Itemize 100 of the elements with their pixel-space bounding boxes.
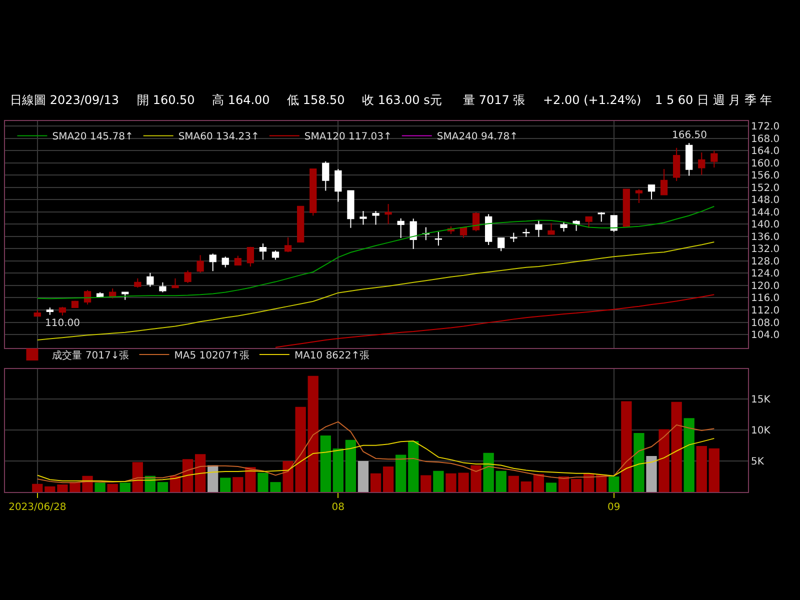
bar — [358, 460, 369, 492]
candlestick — [472, 212, 480, 232]
line-series — [275, 294, 715, 348]
candlestick — [159, 282, 166, 293]
candlestick — [222, 256, 229, 268]
text: 1 5 60 日 週 月 季 年 — [655, 93, 772, 107]
candlestick — [259, 242, 267, 260]
candlestick — [34, 310, 41, 317]
bar — [696, 446, 707, 492]
bar — [608, 476, 620, 492]
text: 高 164.00 — [212, 93, 270, 107]
y-tick-label: 120.0 — [751, 280, 780, 292]
legend-label: MA10 8622↑張 — [294, 350, 370, 362]
y-tick-label: 136.0 — [751, 232, 780, 243]
bar — [282, 460, 294, 492]
y-tick-label: 148.0 — [751, 195, 780, 206]
candlestick — [510, 232, 518, 242]
candlestick — [196, 254, 204, 274]
candlestick — [535, 220, 542, 238]
bar — [584, 473, 594, 492]
candlestick — [610, 215, 618, 232]
bar — [396, 454, 406, 492]
candlestick — [246, 246, 254, 267]
bar — [44, 486, 56, 492]
text: +2.00 (+1.24%) — [543, 93, 642, 107]
candlestick — [522, 228, 530, 238]
bar — [120, 482, 130, 492]
bar — [558, 476, 570, 492]
candlestick — [548, 222, 555, 235]
candlestick — [172, 278, 179, 288]
candlestick — [460, 227, 468, 238]
candlestick — [272, 250, 280, 260]
line-series — [36, 206, 715, 300]
y-tick-label: 160.0 — [751, 158, 780, 170]
y-tick-label: 104.0 — [751, 330, 780, 342]
y-tick-label: 172.0 — [751, 122, 780, 133]
bar — [634, 432, 644, 492]
bar — [320, 435, 331, 492]
candlestick — [698, 152, 706, 176]
y-tick-label: 140.0 — [751, 220, 780, 231]
y-tick-label: 168.0 — [751, 134, 780, 145]
y-tick-label: 164.0 — [751, 146, 780, 158]
candlestick — [710, 150, 718, 168]
bar — [295, 406, 306, 492]
y-tick-label: 112.0 — [751, 306, 780, 316]
candlestick — [134, 278, 142, 288]
candlestick — [310, 168, 317, 216]
candlestick — [572, 220, 580, 232]
candlestick — [622, 188, 630, 227]
candlestick — [648, 184, 656, 200]
y-tick-label: 108.0 — [751, 318, 780, 329]
y-tick-label: 128.0 — [751, 256, 780, 268]
legend-label: SMA60 134.23↑ — [178, 132, 260, 143]
legend-label: SMA120 117.03↑ — [304, 132, 392, 143]
text: 日線圖 2023/09/13 — [10, 93, 119, 107]
bar — [370, 473, 382, 492]
candlestick — [297, 206, 304, 242]
candlestick — [184, 270, 192, 284]
y-tick-label: 156.0 — [751, 170, 780, 182]
candlestick — [334, 168, 342, 202]
y-tick-label: 5K — [751, 456, 764, 468]
bar — [533, 474, 544, 492]
candlestick — [209, 253, 216, 272]
annotation: 166.50 — [672, 130, 707, 141]
bar — [194, 454, 206, 492]
bar — [496, 470, 506, 492]
candlestick — [234, 255, 242, 266]
text: 量 7017 張 — [463, 93, 526, 107]
bar — [684, 418, 694, 492]
bar — [433, 470, 444, 492]
y-tick-label: 132.0 — [751, 244, 780, 256]
bar — [520, 481, 532, 492]
bar — [508, 476, 519, 492]
candlestick — [360, 210, 367, 226]
candlestick — [146, 272, 154, 288]
annotation: 110.00 — [45, 318, 80, 329]
legend-label: SMA20 145.78↑ — [52, 132, 134, 143]
y-tick-label: 152.0 — [751, 182, 780, 194]
bar — [546, 482, 557, 492]
candlestick — [71, 300, 79, 308]
bar — [708, 448, 720, 492]
candlestick — [109, 288, 116, 299]
y-tick-label: 10K — [751, 425, 771, 436]
x-tick-label: 09 — [608, 502, 620, 513]
candlestick — [422, 226, 430, 241]
candlestick — [560, 221, 568, 232]
candlestick — [284, 236, 292, 253]
bar — [220, 478, 231, 492]
bar — [245, 467, 256, 492]
candlestick — [322, 160, 330, 192]
candlestick — [686, 142, 693, 176]
y-tick-label: 116.0 — [751, 293, 780, 304]
legend-label: SMA240 94.78↑ — [436, 132, 518, 143]
bar — [483, 452, 494, 492]
candlestick — [46, 307, 54, 316]
bar — [232, 477, 244, 492]
line-series — [36, 241, 715, 341]
bar — [646, 456, 657, 492]
candlestick — [585, 216, 592, 228]
bar — [94, 482, 106, 492]
